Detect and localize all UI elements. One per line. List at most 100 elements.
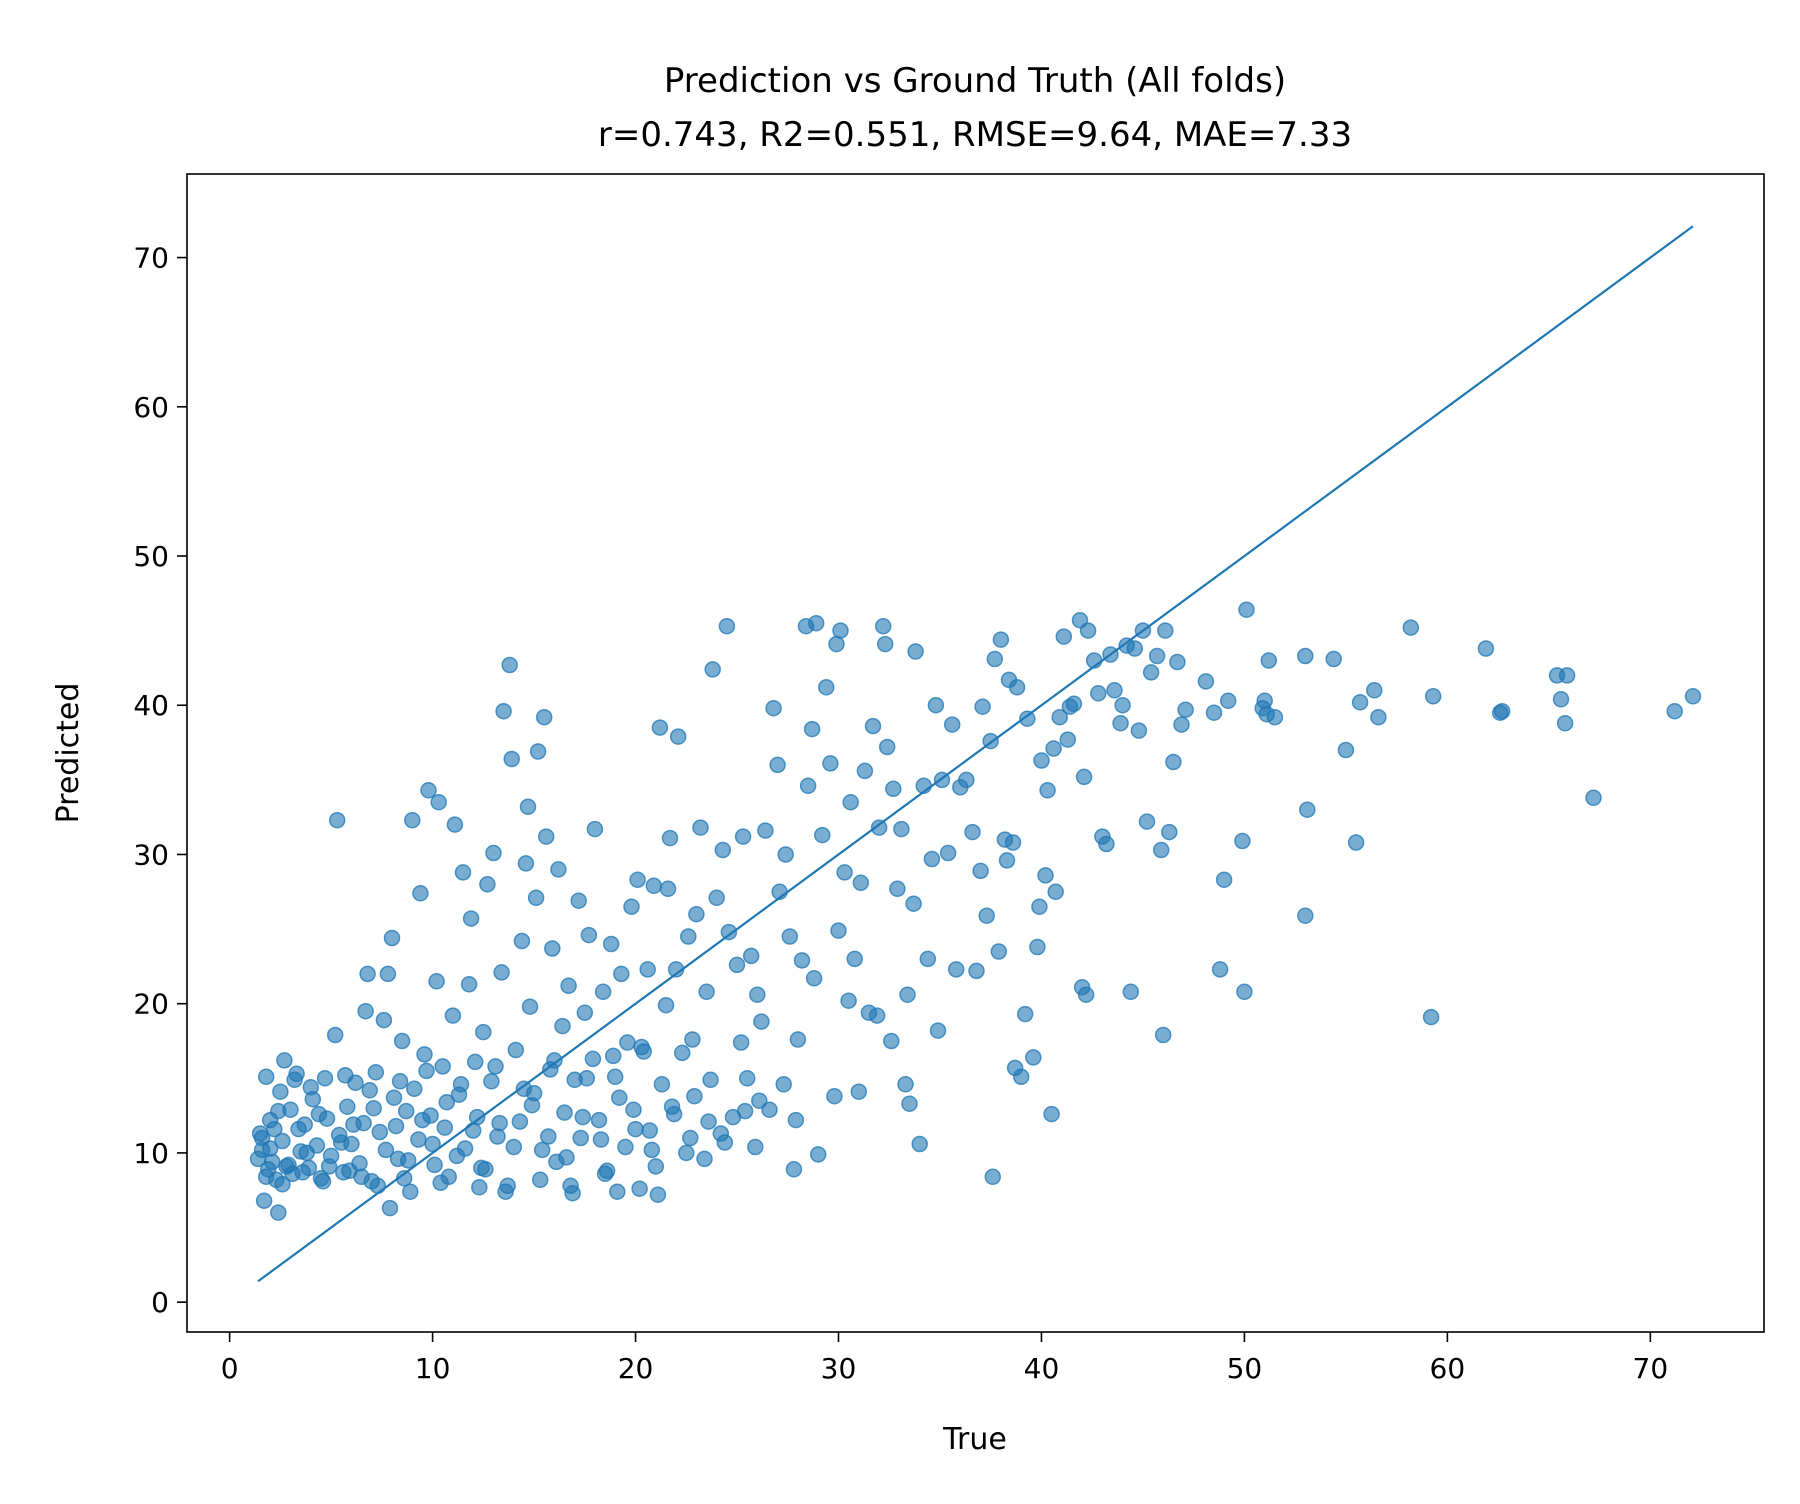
data-point [280, 1156, 297, 1174]
y-tick-label: 20 [133, 988, 169, 1021]
data-point [992, 631, 1010, 648]
data-point [1366, 682, 1383, 699]
data-point [805, 970, 823, 987]
data-point [570, 892, 587, 909]
data-point [1219, 692, 1237, 710]
data-point [1039, 782, 1056, 799]
x-axis-label: True [942, 1422, 1007, 1457]
x-tick-label: 30 [821, 1352, 857, 1385]
data-point [266, 1120, 283, 1138]
data-point [1025, 1049, 1042, 1066]
data-point [1165, 753, 1182, 771]
data-point [434, 1058, 451, 1075]
data-point [1197, 673, 1215, 690]
data-point [751, 1092, 768, 1109]
data-point [643, 1141, 661, 1159]
data-point [286, 1071, 303, 1089]
data-point [874, 617, 892, 635]
data-point [1211, 961, 1229, 978]
data-point [704, 661, 721, 678]
data-point [927, 696, 945, 714]
data-point [404, 811, 421, 829]
data-point [274, 1132, 291, 1150]
data-point [540, 1128, 557, 1145]
data-point [521, 998, 539, 1015]
data-point [1090, 685, 1107, 702]
data-point [332, 1134, 350, 1151]
data-point [452, 1076, 470, 1093]
data-point [716, 1134, 734, 1151]
data-point [1169, 653, 1186, 671]
data-point [369, 1177, 387, 1195]
data-point [1215, 871, 1233, 889]
data-point [255, 1192, 273, 1209]
x-tick-label: 20 [618, 1352, 654, 1385]
data-point [511, 1113, 529, 1130]
data-point [1033, 752, 1050, 769]
data-point [444, 1007, 462, 1024]
data-point [438, 1093, 456, 1111]
data-point [513, 932, 531, 950]
data-point [736, 1102, 754, 1120]
data-point [485, 844, 502, 862]
data-point [625, 1101, 642, 1118]
data-point [864, 717, 882, 735]
data-point [393, 1032, 411, 1050]
y-tick-label: 30 [133, 838, 169, 871]
y-tick-label: 10 [133, 1137, 169, 1170]
data-point [1079, 622, 1097, 639]
data-point [454, 864, 472, 881]
data-point [1666, 702, 1683, 720]
data-point [929, 1022, 947, 1039]
data-point [416, 1046, 433, 1063]
data-point [728, 956, 746, 974]
data-point [627, 1120, 644, 1138]
data-point [406, 1080, 423, 1098]
data-point [649, 1186, 667, 1203]
data-point [1138, 813, 1156, 830]
data-point [475, 1023, 492, 1041]
data-point [923, 850, 941, 868]
data-point [696, 1150, 713, 1168]
data-point [651, 719, 669, 736]
data-point [533, 1141, 551, 1159]
data-point [1114, 696, 1131, 714]
data-point [1556, 714, 1574, 732]
data-point [424, 1135, 441, 1153]
data-point [574, 1108, 592, 1126]
data-point [659, 880, 677, 898]
data-point [1238, 601, 1255, 618]
data-point [562, 1177, 579, 1195]
data-point [594, 983, 612, 1001]
data-point [491, 1114, 508, 1132]
data-point [787, 1111, 805, 1129]
data-point [1558, 667, 1576, 684]
data-point [958, 771, 975, 789]
data-point [1297, 907, 1314, 924]
data-point [387, 1117, 405, 1135]
data-point [1004, 834, 1022, 851]
data-point [487, 1058, 504, 1075]
data-point [294, 1164, 311, 1181]
data-point [641, 1122, 658, 1139]
data-point [1075, 768, 1093, 786]
data-point [448, 1147, 466, 1165]
x-tick-label: 70 [1633, 1352, 1669, 1385]
data-point [1043, 1105, 1060, 1123]
data-point [602, 935, 620, 953]
identity-line [257, 225, 1694, 1283]
data-point [1152, 841, 1170, 859]
data-point [420, 782, 437, 799]
data-point [907, 643, 924, 660]
data-point [590, 1111, 608, 1129]
data-point [657, 996, 675, 1014]
data-point [1130, 722, 1148, 739]
data-point [623, 898, 640, 915]
data-point [584, 1050, 602, 1068]
data-point [678, 1144, 695, 1162]
y-tick-label: 50 [133, 540, 169, 573]
data-point [1552, 691, 1570, 708]
data-point [1424, 688, 1442, 705]
